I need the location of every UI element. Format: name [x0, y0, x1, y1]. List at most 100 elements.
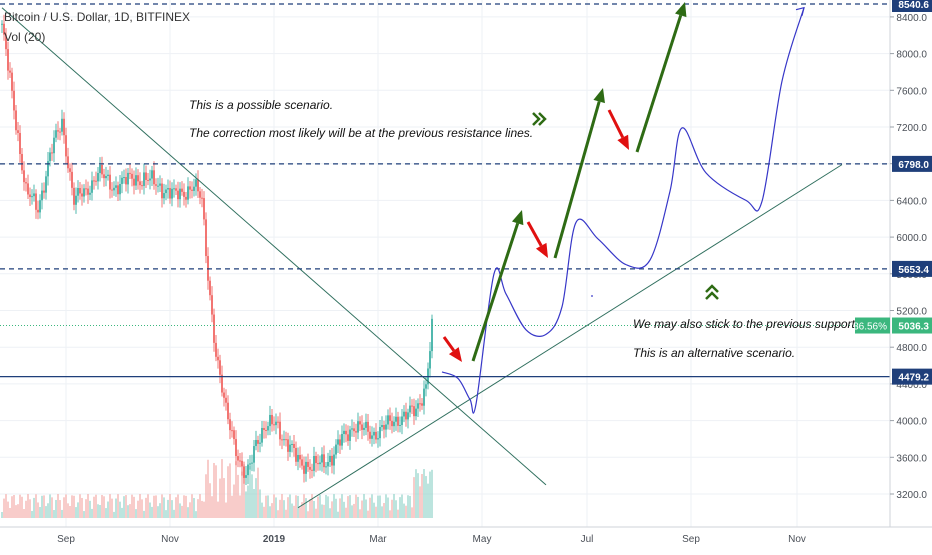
candle — [87, 188, 89, 195]
volume-bar — [321, 504, 323, 518]
volume-bar — [101, 494, 103, 518]
green-arrow-2-shaft — [553, 101, 601, 259]
candle — [411, 405, 413, 407]
candle — [257, 439, 259, 444]
candle — [31, 196, 33, 198]
volume-bar — [331, 501, 333, 518]
candle — [77, 187, 79, 196]
candle — [169, 187, 171, 199]
volume-bar — [393, 494, 395, 518]
candle — [11, 72, 13, 91]
volume-bar — [131, 494, 133, 518]
volume-bar — [119, 501, 121, 518]
candle — [137, 175, 139, 182]
volume-bar — [261, 502, 263, 518]
candle — [387, 415, 389, 425]
volume-bar — [53, 510, 55, 518]
candle — [225, 397, 227, 403]
candle — [67, 156, 69, 169]
candle — [131, 173, 133, 179]
volume-bar — [291, 503, 293, 518]
volume-bar — [183, 495, 185, 518]
candle — [309, 466, 311, 470]
volume-bar — [117, 494, 119, 518]
volume-bar — [253, 488, 255, 518]
candle — [423, 388, 425, 406]
volume-bar — [415, 469, 417, 518]
volume-bar — [11, 496, 13, 518]
volume-bar — [377, 495, 379, 518]
candle — [133, 178, 135, 186]
volume-bar — [55, 499, 57, 518]
volume-bar — [349, 495, 351, 518]
candle — [229, 419, 231, 431]
volume-bar — [103, 496, 105, 518]
volume-bar — [275, 497, 277, 518]
candle — [251, 462, 253, 464]
price-tick-label: 4800.0 — [896, 343, 927, 354]
volume-bar — [5, 494, 7, 518]
annotation-line-4[interactable]: This is an alternative scenario. — [633, 346, 796, 360]
scenario-path — [441, 6, 805, 414]
candle — [329, 455, 331, 462]
volume-bar — [289, 494, 291, 518]
volume-bar — [89, 500, 91, 518]
candle — [405, 411, 407, 420]
volume-indicator-label[interactable]: Vol (20) — [4, 30, 46, 44]
volume-bar — [59, 500, 61, 518]
volume-bar — [241, 471, 243, 518]
volume-bar — [217, 501, 219, 518]
volume-bar — [327, 496, 329, 518]
volume-bar — [333, 494, 335, 518]
volume-bar — [407, 495, 409, 518]
volume-bar — [145, 497, 147, 518]
candle — [383, 425, 385, 430]
candle — [367, 421, 369, 432]
candle — [247, 464, 249, 476]
candle — [365, 421, 367, 428]
candle — [153, 170, 155, 185]
candle — [389, 415, 391, 421]
candle — [335, 444, 337, 455]
green-arrow-3-shaft — [635, 14, 683, 153]
horizontal-levels — [0, 3, 890, 378]
volume-bar — [389, 510, 391, 518]
volume-bar — [69, 506, 71, 518]
level-tag-bg — [892, 260, 932, 277]
volume-bar — [281, 494, 283, 518]
candle — [295, 447, 297, 462]
candle — [215, 342, 217, 357]
volume-bar — [225, 502, 227, 518]
candle — [245, 475, 247, 478]
candle — [53, 137, 55, 154]
red-arrow-3-head — [617, 134, 629, 150]
candle — [125, 177, 127, 185]
annotation-line-1[interactable]: This is a possible scenario. — [189, 98, 334, 112]
candle — [375, 431, 377, 440]
annotation-line-3[interactable]: We may also stick to the previous suppor… — [633, 317, 855, 331]
volume-bar — [357, 496, 359, 518]
volume-bar — [287, 497, 289, 518]
candle — [321, 454, 323, 463]
volume-bar — [317, 496, 319, 518]
volume-bar — [353, 503, 355, 518]
candle — [101, 164, 103, 175]
candle — [13, 90, 15, 111]
candle — [401, 416, 403, 426]
candle — [227, 402, 229, 420]
candle — [417, 403, 419, 409]
candle — [59, 131, 61, 133]
volume-bar — [229, 463, 231, 518]
time-tick-label: Nov — [788, 534, 806, 545]
volume-bar — [383, 503, 385, 518]
last-price-tag: 5036.3 — [898, 322, 929, 333]
candle — [269, 414, 271, 427]
volume-bar — [187, 507, 189, 518]
candle — [193, 186, 195, 191]
candle — [151, 170, 153, 179]
candle — [415, 408, 417, 417]
volume-bar — [3, 498, 5, 518]
price-tick-label: 7200.0 — [896, 123, 927, 134]
annotation-line-2[interactable]: The correction most likely will be at th… — [189, 126, 534, 140]
